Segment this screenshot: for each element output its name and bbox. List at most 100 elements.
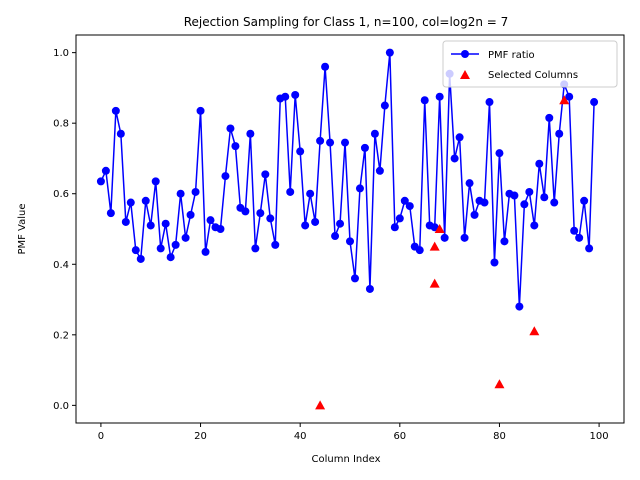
pmf-ratio-point xyxy=(455,133,464,142)
pmf-ratio-point xyxy=(291,90,300,99)
pmf-ratio-point xyxy=(400,196,409,205)
pmf-ratio-point xyxy=(126,198,135,207)
pmf-ratio-point xyxy=(360,143,369,152)
pmf-ratio-point xyxy=(151,177,160,186)
pmf-ratio-point xyxy=(480,198,489,207)
selected-column-marker xyxy=(529,326,540,336)
x-tick-label: 0 xyxy=(98,431,104,442)
plot-border xyxy=(75,34,625,424)
pmf-ratio-point xyxy=(206,216,215,225)
pmf-ratio-point xyxy=(106,209,115,218)
legend-label-pmf-ratio: PMF ratio xyxy=(488,50,535,61)
x-tick-label: 100 xyxy=(590,431,609,442)
x-tick-label: 20 xyxy=(194,431,207,442)
pmf-ratio-point xyxy=(286,187,295,196)
pmf-ratio-point xyxy=(580,196,589,205)
chart-title: Rejection Sampling for Class 1, n=100, c… xyxy=(184,15,509,29)
pmf-ratio-point xyxy=(231,142,240,151)
selected-column-marker xyxy=(429,278,440,288)
y-tick-label: 0.6 xyxy=(53,189,69,200)
legend-marker-pmf-ratio xyxy=(461,50,469,58)
pmf-ratio-point xyxy=(575,233,584,242)
pmf-ratio-point xyxy=(111,106,120,115)
pmf-ratio-point xyxy=(450,154,459,163)
pmf-ratio-point xyxy=(390,223,399,232)
pmf-ratio-point xyxy=(420,96,429,105)
pmf-ratio-point xyxy=(341,138,350,147)
pmf-ratio-point xyxy=(435,92,444,101)
y-tick-label: 0.4 xyxy=(53,260,69,271)
pmf-ratio-point xyxy=(460,233,469,242)
pmf-ratio-point xyxy=(370,129,379,138)
pmf-ratio-point xyxy=(326,138,335,147)
pmf-ratio-point xyxy=(585,244,594,253)
pmf-ratio-point xyxy=(116,129,125,138)
pmf-ratio-point xyxy=(405,202,414,211)
pmf-ratio-point xyxy=(101,166,110,175)
pmf-ratio-point xyxy=(545,113,554,122)
pmf-ratio-point xyxy=(196,106,205,115)
pmf-ratio-point xyxy=(365,284,374,293)
pmf-ratio-point xyxy=(550,198,559,207)
pmf-ratio-point xyxy=(470,210,479,219)
pmf-ratio-point xyxy=(465,179,474,188)
selected-column-marker xyxy=(315,400,326,410)
pmf-ratio-point xyxy=(301,221,310,230)
pmf-ratio-point xyxy=(221,172,230,181)
x-tick-label: 80 xyxy=(493,431,506,442)
pmf-ratio-point xyxy=(226,124,235,133)
pmf-ratio-point xyxy=(181,233,190,242)
pmf-ratio-point xyxy=(385,48,394,57)
pmf-ratio-point xyxy=(316,136,325,145)
pmf-ratio-point xyxy=(296,147,305,156)
pmf-ratio-point xyxy=(306,189,315,198)
pmf-ratio-point xyxy=(346,237,354,246)
pmf-ratio-point xyxy=(321,62,330,71)
pmf-ratio-point xyxy=(375,166,384,175)
pmf-ratio-point xyxy=(216,225,225,233)
pmf-ratio-point xyxy=(161,219,170,228)
pmf-ratio-point xyxy=(141,196,150,205)
pmf-ratio-point xyxy=(256,209,265,218)
y-axis-label: PMF Value xyxy=(17,203,28,254)
pmf-ratio-point xyxy=(495,149,504,158)
pmf-ratio-point xyxy=(535,159,544,168)
legend-label-selected-columns: Selected Columns xyxy=(488,70,578,81)
pmf-ratio-point xyxy=(261,170,270,179)
pmf-ratio-point xyxy=(395,214,404,223)
y-tick-label: 0.0 xyxy=(53,401,69,412)
pmf-ratio-point xyxy=(430,223,439,232)
x-tick-label: 40 xyxy=(294,431,307,442)
legend-box xyxy=(442,40,618,88)
selected-column-marker xyxy=(429,241,440,251)
legend: PMF ratio Selected Columns xyxy=(442,40,618,88)
pmf-ratio-point xyxy=(350,274,359,283)
pmf-ratio-point xyxy=(500,237,509,246)
pmf-ratio-point xyxy=(570,226,579,235)
pmf-ratio-point xyxy=(380,101,389,110)
pmf-ratio-point xyxy=(525,187,534,196)
selected-column-marker xyxy=(434,224,445,233)
legend-marker-selected-columns xyxy=(460,70,470,79)
y-tick-label: 0.2 xyxy=(53,330,69,341)
pmf-ratio-point xyxy=(251,244,260,253)
pmf-ratio-point xyxy=(176,189,185,198)
pmf-ratio-point xyxy=(515,302,524,311)
pmf-ratio-point xyxy=(355,184,364,193)
pmf-ratio-point xyxy=(171,240,180,249)
pmf-ratio-point xyxy=(281,92,290,101)
pmf-ratio-point xyxy=(490,258,499,267)
pmf-ratio-point xyxy=(530,221,539,230)
pmf-ratio-point xyxy=(331,232,340,241)
pmf-ratio-point xyxy=(131,246,140,255)
pmf-ratio-point xyxy=(415,246,424,255)
pmf-ratio-point xyxy=(555,129,564,138)
pmf-ratio-point xyxy=(540,193,549,202)
pmf-ratio-point xyxy=(136,254,145,263)
pmf-ratio-point xyxy=(565,92,574,101)
pmf-ratio-point xyxy=(336,219,345,228)
pmf-ratio-point xyxy=(311,217,320,226)
selected-column-marker xyxy=(559,95,570,105)
y-tick-label: 0.8 xyxy=(53,119,69,130)
